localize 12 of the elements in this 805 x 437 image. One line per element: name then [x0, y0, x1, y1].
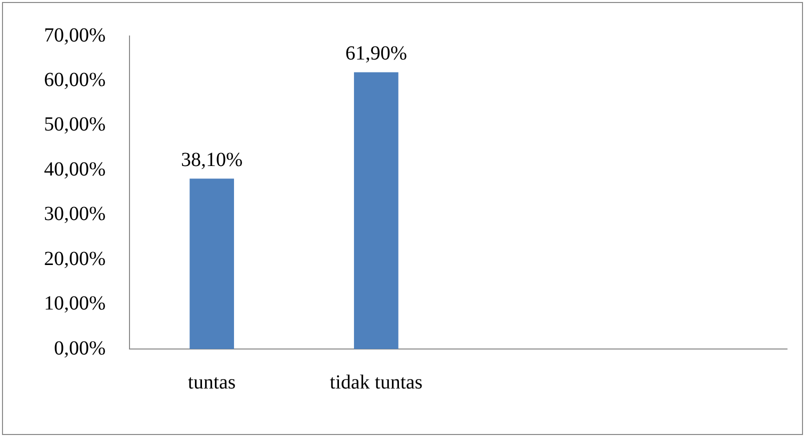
y-tick-label: 30,00% [44, 203, 106, 226]
x-tick-label: tuntas [188, 371, 236, 394]
y-tick-label: 40,00% [44, 158, 106, 180]
y-tick-label: 0,00% [54, 337, 106, 360]
y-tick-label: 60,00% [44, 68, 106, 91]
y-tick-label: 70,00% [44, 24, 106, 46]
x-tick-label: tidak tuntas [330, 371, 423, 394]
y-tick-label: 20,00% [44, 248, 106, 270]
y-tick-label: 50,00% [44, 114, 106, 136]
data-label: 38,10% [180, 148, 243, 171]
data-label: 61,90% [345, 42, 407, 64]
y-tick-label: 10,00% [44, 292, 106, 315]
